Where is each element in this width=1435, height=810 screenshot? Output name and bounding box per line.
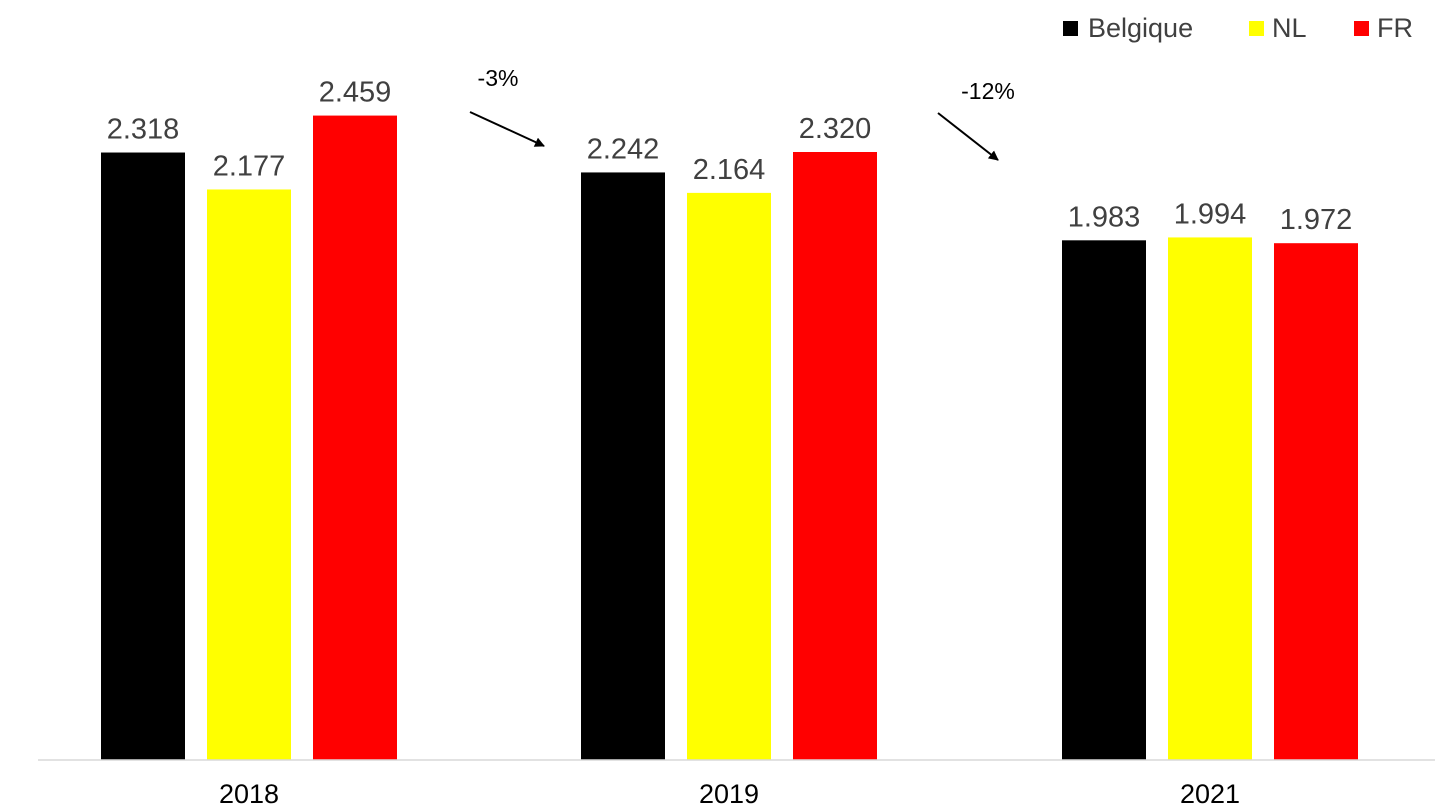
annotation-arrow-1 bbox=[469, 111, 545, 147]
bar-fr-2019 bbox=[793, 152, 877, 760]
bar-nl-2021 bbox=[1168, 237, 1252, 761]
data-label-nl-2021: 1.994 bbox=[1174, 198, 1247, 230]
bar-fr-2021 bbox=[1274, 243, 1358, 760]
bars bbox=[101, 115, 1358, 761]
data-label-fr-2021: 1.972 bbox=[1280, 204, 1353, 236]
x-tick-label-2018: 2018 bbox=[219, 779, 279, 809]
bar-nl-2018 bbox=[207, 189, 291, 761]
data-label-fr-2019: 2.320 bbox=[799, 113, 872, 145]
legend-label-nl: NL bbox=[1272, 13, 1307, 43]
bar-belgique-2021 bbox=[1062, 240, 1146, 760]
x-tick-label-2021: 2021 bbox=[1180, 779, 1240, 809]
data-label-fr-2018: 2.459 bbox=[319, 77, 392, 109]
data-labels: 2.318 2.177 2.459 2.242 2.164 2.320 1.983 1.994… bbox=[107, 77, 1353, 237]
data-label-belgique-2019: 2.242 bbox=[587, 133, 660, 165]
bar-fr-2018 bbox=[313, 115, 397, 761]
legend-swatch-fr bbox=[1354, 21, 1369, 36]
bar-nl-2019 bbox=[687, 192, 771, 760]
x-tick-label-2019: 2019 bbox=[699, 779, 759, 809]
legend-label-belgique: Belgique bbox=[1088, 13, 1193, 43]
legend-swatch-belgique bbox=[1063, 21, 1078, 36]
annotations: -3% -12% bbox=[469, 65, 1015, 161]
annotation-label-1: -3% bbox=[478, 65, 519, 91]
data-label-nl-2019: 2.164 bbox=[693, 154, 766, 186]
x-axis-tick-labels: 2018 2019 2021 bbox=[219, 779, 1240, 809]
bar-belgique-2018 bbox=[101, 152, 185, 760]
annotation-arrow-2 bbox=[937, 112, 999, 161]
legend-label-fr: FR bbox=[1377, 13, 1413, 43]
annotation-label-2: -12% bbox=[961, 78, 1015, 104]
data-label-belgique-2021: 1.983 bbox=[1068, 201, 1141, 233]
bar-belgique-2019 bbox=[581, 172, 665, 760]
data-label-belgique-2018: 2.318 bbox=[107, 114, 180, 146]
data-label-nl-2018: 2.177 bbox=[213, 150, 286, 182]
legend: Belgique NL FR bbox=[1063, 13, 1413, 43]
legend-swatch-nl bbox=[1249, 21, 1264, 36]
